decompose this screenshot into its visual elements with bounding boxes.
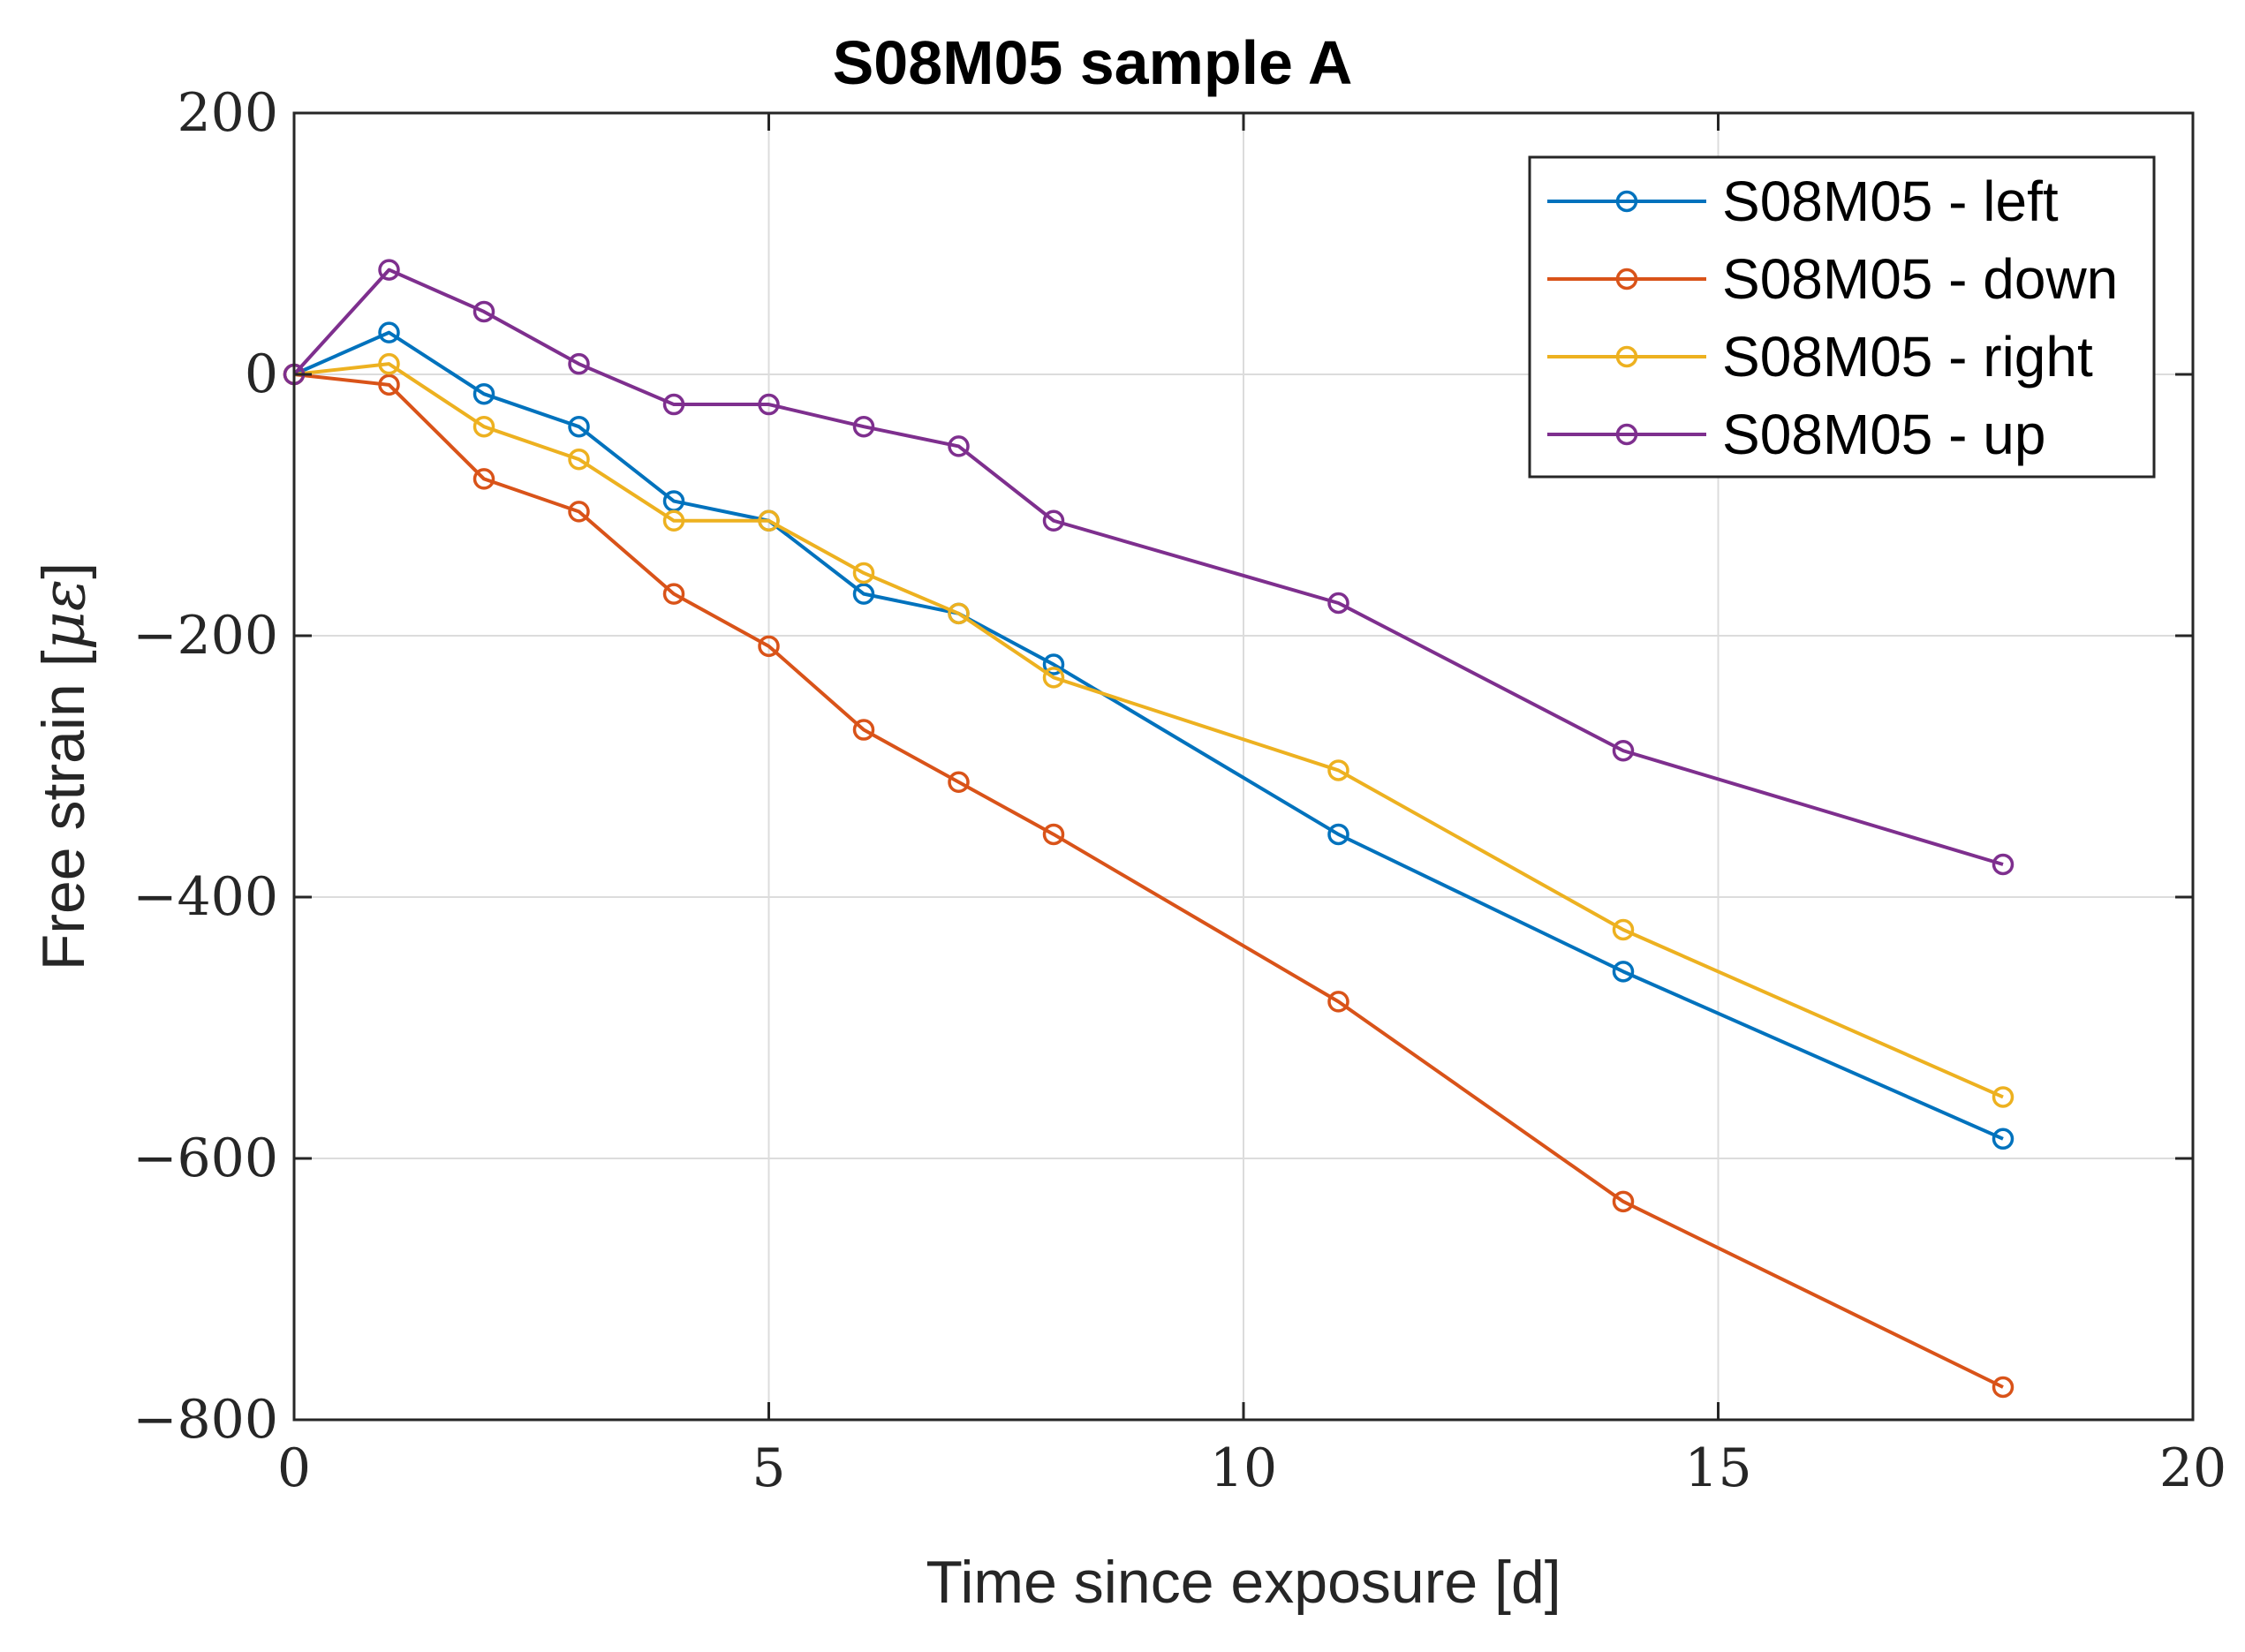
legend-marker (1615, 345, 1638, 368)
y-axis-label-close: ] (30, 562, 97, 579)
legend-label: S08M05 - down (1722, 247, 2118, 311)
data-point (1612, 918, 1635, 941)
series-line (292, 268, 2004, 866)
data-point (472, 468, 495, 490)
data-point (378, 352, 400, 375)
data-point (568, 415, 590, 438)
legend-entry: S08M05 - up (1547, 403, 2045, 466)
data-point (662, 509, 685, 532)
data-point (1042, 509, 1065, 532)
legend-box (1528, 155, 2156, 479)
y-tick-label: −800 (132, 1389, 278, 1451)
ticks: 0 5 10 15 20 −800 −600 −400 −200 0 200 (132, 82, 2226, 1499)
y-tick-label: 0 (245, 343, 278, 405)
x-tick-label: 5 (752, 1437, 785, 1499)
data-point (758, 509, 780, 532)
legend-label: S08M05 - up (1722, 403, 2045, 466)
legend-entry: S08M05 - down (1547, 247, 2118, 311)
data-point (948, 602, 970, 625)
series-line (293, 330, 2004, 1141)
legend-marker (1615, 268, 1638, 290)
data-point (378, 373, 400, 396)
data-point (378, 259, 400, 281)
data-point (758, 635, 780, 658)
data-point (1612, 961, 1635, 983)
series-layer (283, 259, 2014, 1399)
x-tick-label: 10 (1210, 1437, 1277, 1499)
data-point (472, 382, 495, 405)
legend-entry: S08M05 - right (1547, 325, 2093, 388)
legend: S08M05 - left S08M05 - down S08M05 - right… (1528, 155, 2156, 479)
series-line (293, 362, 2004, 1099)
data-point (1992, 1376, 2014, 1399)
data-point (1327, 759, 1349, 781)
x-tick-label: 0 (277, 1437, 311, 1499)
data-point (1612, 739, 1635, 762)
data-point (1992, 853, 2014, 876)
data-point (1992, 1086, 2014, 1108)
data-point (948, 771, 970, 794)
y-tick-label: −600 (132, 1128, 278, 1189)
y-axis-label: Free strain [με] (29, 562, 99, 970)
data-point (852, 415, 875, 438)
legend-label: S08M05 - left (1722, 170, 2059, 233)
data-point (568, 448, 590, 471)
legend-label: S08M05 - right (1722, 325, 2093, 388)
data-point (568, 352, 590, 375)
data-point (1327, 823, 1349, 846)
data-point (852, 719, 875, 741)
y-tick-label: −200 (132, 605, 278, 667)
y-tick-label: 200 (177, 82, 278, 144)
data-point (472, 415, 495, 438)
data-point (378, 321, 400, 343)
series-line (293, 373, 2004, 1389)
data-point (1992, 1128, 2014, 1150)
x-tick-label: 15 (1684, 1437, 1751, 1499)
series-4 (283, 259, 2014, 876)
data-point (662, 393, 685, 416)
data-point (568, 501, 590, 523)
legend-marker (1615, 423, 1638, 446)
data-point (1327, 991, 1349, 1013)
data-point (1042, 653, 1065, 675)
y-axis-label-unit: με (29, 579, 99, 651)
data-point (852, 562, 875, 585)
data-point (758, 393, 780, 416)
chart-title: S08M05 sample A (833, 28, 1353, 97)
data-point (1327, 592, 1349, 615)
legend-marker (1615, 190, 1638, 213)
x-tick-label: 20 (2159, 1437, 2226, 1499)
x-axis-label: Time since exposure [d] (926, 1549, 1561, 1616)
y-tick-label: −400 (132, 866, 278, 928)
legend-entry: S08M05 - left (1547, 170, 2059, 233)
y-axis-label-text: Free strain [ (30, 650, 97, 970)
data-point (852, 583, 875, 605)
data-point (1042, 823, 1065, 846)
data-point (472, 300, 495, 323)
series-2 (283, 363, 2014, 1399)
data-point (662, 583, 685, 605)
data-point (1042, 667, 1065, 689)
data-point (948, 435, 970, 457)
data-point (1612, 1190, 1635, 1213)
